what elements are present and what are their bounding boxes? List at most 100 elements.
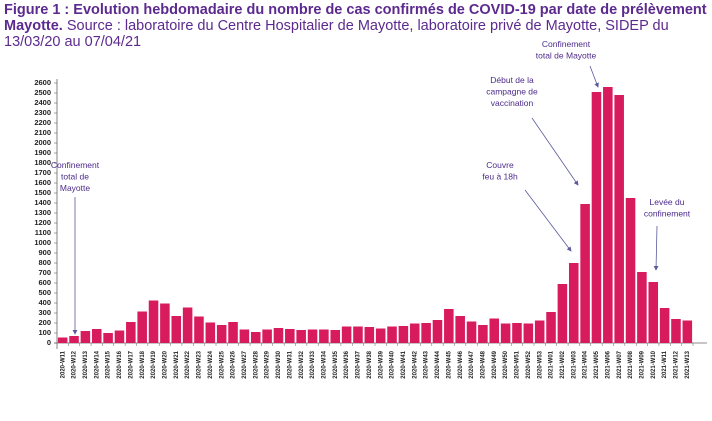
bar	[216, 325, 227, 343]
x-tick-label: 2020-W50	[503, 350, 509, 378]
x-tick-label: 2021-W04	[583, 350, 589, 378]
annotation-line: Couvre	[486, 160, 514, 170]
bar	[375, 328, 386, 343]
y-tick-label: 2100	[34, 128, 51, 137]
bar	[91, 329, 102, 343]
x-tick-label: 2020-W45	[446, 350, 452, 378]
arrow	[524, 189, 572, 252]
x-tick-label: 2020-W38	[367, 350, 373, 378]
annotation: Confinement total de Mayotte	[536, 39, 597, 61]
y-tick-label: 800	[38, 258, 51, 267]
bar	[421, 323, 431, 343]
bar	[364, 327, 375, 343]
bar	[296, 330, 306, 343]
annotation-line: Confinement	[51, 160, 100, 170]
y-tick-label: 1800	[34, 158, 51, 167]
x-tick-label: 2020-W35	[333, 350, 339, 378]
bar	[398, 326, 409, 343]
bar	[409, 323, 420, 343]
x-tick-label: 2020-W53	[537, 350, 543, 378]
bar	[285, 329, 295, 343]
x-tick-label: 2021-W06	[605, 350, 611, 378]
annotation: Début de la campagne de vaccination	[486, 75, 538, 108]
x-tick-label: 2020-W19	[151, 350, 157, 378]
bar	[603, 87, 613, 343]
y-tick-label: 1000	[34, 238, 51, 247]
x-tick-label: 2020-W13	[83, 350, 89, 378]
x-tick-label: 2020-W21	[174, 350, 180, 378]
x-tick-label: 2021-W02	[560, 350, 566, 378]
x-tick-label: 2021-W08	[628, 350, 634, 378]
bar	[455, 316, 465, 343]
bar	[353, 326, 363, 343]
x-tick-label: 2021-W05	[594, 350, 600, 378]
y-tick-label: 1200	[34, 218, 51, 227]
x-tick-label: 2020-W24	[208, 350, 214, 378]
x-tick-label: 2020-W39	[378, 350, 384, 378]
x-tick-label: 2021-W13	[685, 350, 691, 378]
header: Figure 1 : Evolution hebdomadaire du nom…	[4, 2, 710, 50]
x-tick-label: 2020-W17	[128, 350, 134, 378]
bar	[534, 320, 545, 343]
bar	[205, 322, 216, 343]
bar	[568, 263, 579, 343]
bar	[557, 284, 568, 343]
annotation-line: Début de la	[490, 75, 534, 85]
bar	[637, 272, 647, 343]
bar	[512, 323, 522, 343]
x-tick-label: 2021-W07	[617, 350, 623, 378]
bar	[250, 332, 261, 343]
x-tick-label: 2020-W15	[106, 350, 112, 378]
arrow	[531, 117, 579, 186]
x-tick-label: 2020-W47	[469, 350, 475, 378]
x-tick-label: 2020-W42	[412, 350, 418, 378]
x-tick-label: 2021-W01	[549, 350, 555, 378]
y-tick-label: 1600	[34, 178, 51, 187]
y-tick-label: 300	[38, 308, 51, 317]
x-tick-label: 2020-W34	[321, 350, 327, 378]
x-tick-label: 2020-W37	[356, 350, 362, 378]
bar	[273, 328, 284, 343]
x-tick-label: 2020-W20	[162, 350, 168, 378]
annotation-line: total de	[61, 172, 89, 182]
y-tick-label: 2200	[34, 118, 51, 127]
y-tick-label: 1500	[34, 188, 51, 197]
bar	[682, 320, 693, 343]
chart-title: Figure 1 : Evolution hebdomadaire du nom…	[4, 2, 707, 34]
annotation-line: campagne de	[486, 87, 538, 97]
chart-subtitle: Source : laboratoire du Centre Hospitali…	[4, 18, 669, 50]
annotation-line: total de Mayotte	[536, 51, 597, 61]
bar	[182, 307, 193, 343]
bar	[648, 282, 659, 343]
bar	[228, 322, 238, 343]
y-tick-label: 1400	[34, 198, 51, 207]
x-tick-label: 2020-W44	[435, 350, 441, 378]
x-tick-label: 2020-W41	[401, 350, 407, 378]
x-tick-label: 2020-W28	[253, 350, 259, 378]
x-tick-label: 2021-W09	[639, 350, 645, 378]
x-tick-label: 2020-W12	[72, 350, 78, 378]
y-tick-label: 1900	[34, 148, 51, 157]
bar	[625, 198, 636, 343]
bar	[57, 337, 68, 343]
arrow	[653, 225, 659, 271]
bar	[523, 323, 534, 343]
annotation-line: confinement	[644, 209, 691, 219]
bar	[262, 329, 272, 343]
x-tick-label: 2020-W23	[197, 350, 203, 378]
x-tick-label: 2020-W36	[344, 350, 350, 378]
bar	[489, 318, 500, 343]
bar	[114, 330, 125, 343]
x-tick-label: 2020-W51	[515, 350, 521, 378]
y-tick-label: 1100	[35, 228, 51, 237]
bar	[387, 326, 397, 343]
bar	[671, 319, 681, 343]
bar	[307, 329, 318, 343]
bar	[444, 309, 454, 343]
annotation-line: vaccination	[491, 98, 534, 108]
annotation: Levée du confinement	[644, 197, 691, 219]
x-tick-label: 2020-W30	[276, 350, 282, 378]
x-tick-label: 2020-W48	[480, 350, 486, 378]
x-tick-label: 2020-W11	[60, 350, 66, 378]
